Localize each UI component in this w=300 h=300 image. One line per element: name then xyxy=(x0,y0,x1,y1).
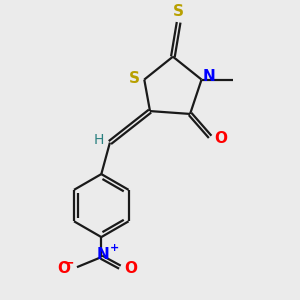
Text: O: O xyxy=(57,261,70,276)
Text: O: O xyxy=(214,131,227,146)
Text: N: N xyxy=(203,69,216,84)
Text: S: S xyxy=(173,4,184,20)
Text: −: − xyxy=(62,255,74,269)
Text: N: N xyxy=(96,247,109,262)
Text: S: S xyxy=(129,70,140,86)
Text: H: H xyxy=(93,133,103,147)
Text: O: O xyxy=(124,261,137,276)
Text: +: + xyxy=(110,243,119,253)
